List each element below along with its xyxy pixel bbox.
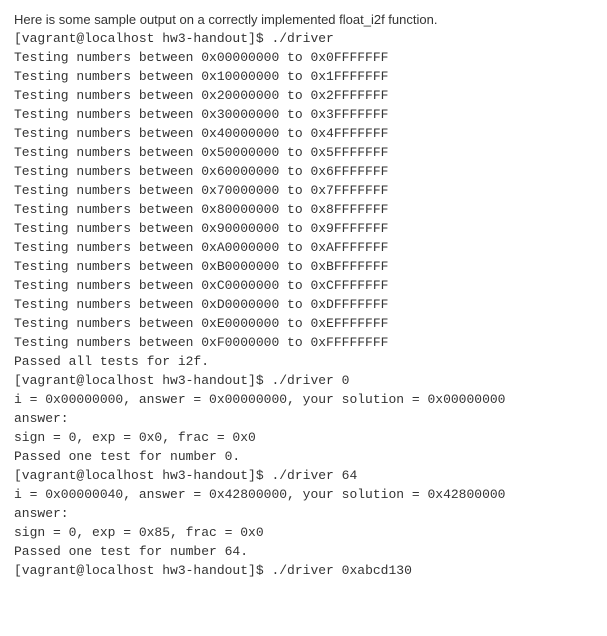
output-line: answer: [14, 411, 69, 426]
command: ./driver 64 [271, 468, 357, 483]
command: ./driver 0xabcd130 [271, 563, 411, 578]
passed-all: Passed all tests for i2f. [14, 354, 209, 369]
output-line: i = 0x00000040, answer = 0x42800000, you… [14, 487, 505, 502]
output-line: sign = 0, exp = 0x85, frac = 0x0 [14, 525, 264, 540]
output-line: answer: [14, 506, 69, 521]
command: ./driver 0 [271, 373, 349, 388]
output-line: Passed one test for number 64. [14, 544, 248, 559]
prompt: [vagrant@localhost hw3-handout]$ [14, 563, 271, 578]
terminal-output: [vagrant@localhost hw3-handout]$ ./drive… [14, 29, 593, 580]
prompt: [vagrant@localhost hw3-handout]$ [14, 31, 271, 46]
prompt: [vagrant@localhost hw3-handout]$ [14, 468, 271, 483]
output-line: sign = 0, exp = 0x0, frac = 0x0 [14, 430, 256, 445]
output-line: Passed one test for number 0. [14, 449, 240, 464]
output-line: i = 0x00000000, answer = 0x00000000, you… [14, 392, 505, 407]
command: ./driver [271, 31, 333, 46]
intro-text: Here is some sample output on a correctl… [14, 10, 593, 29]
test-range-lines: Testing numbers between 0x00000000 to 0x… [14, 50, 388, 350]
prompt: [vagrant@localhost hw3-handout]$ [14, 373, 271, 388]
